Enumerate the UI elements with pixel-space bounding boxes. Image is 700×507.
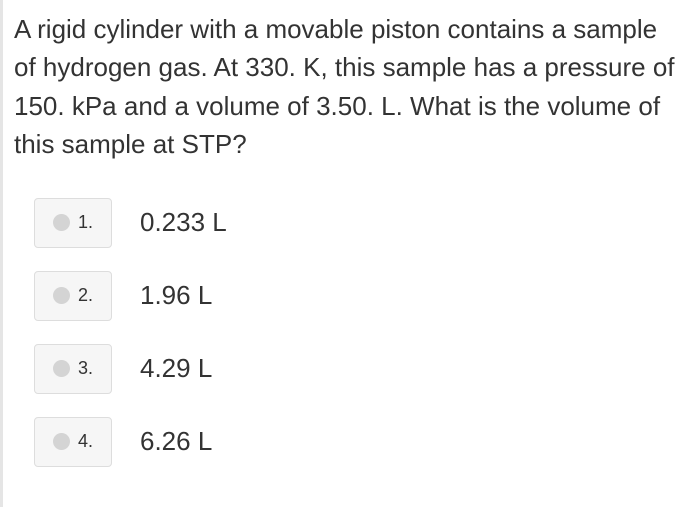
option-3-label: 4.29 L [140, 353, 212, 384]
option-row: 2. 1.96 L [34, 271, 682, 321]
question-block: A rigid cylinder with a movable piston c… [0, 0, 700, 467]
option-row: 3. 4.29 L [34, 344, 682, 394]
option-4-button[interactable]: 4. [34, 417, 112, 467]
left-accent-border [0, 0, 3, 507]
option-row: 4. 6.26 L [34, 417, 682, 467]
radio-icon [53, 433, 70, 450]
question-text: A rigid cylinder with a movable piston c… [14, 10, 682, 164]
option-2-label: 1.96 L [140, 280, 212, 311]
option-number: 1. [78, 212, 93, 233]
radio-icon [53, 287, 70, 304]
radio-icon [53, 360, 70, 377]
option-row: 1. 0.233 L [34, 198, 682, 248]
option-3-button[interactable]: 3. [34, 344, 112, 394]
radio-icon [53, 214, 70, 231]
option-1-label: 0.233 L [140, 207, 227, 238]
option-1-button[interactable]: 1. [34, 198, 112, 248]
option-number: 3. [78, 358, 93, 379]
options-list: 1. 0.233 L 2. 1.96 L 3. 4.29 L 4. 6.26 L [14, 198, 682, 467]
option-4-label: 6.26 L [140, 426, 212, 457]
option-2-button[interactable]: 2. [34, 271, 112, 321]
option-number: 2. [78, 285, 93, 306]
option-number: 4. [78, 431, 93, 452]
